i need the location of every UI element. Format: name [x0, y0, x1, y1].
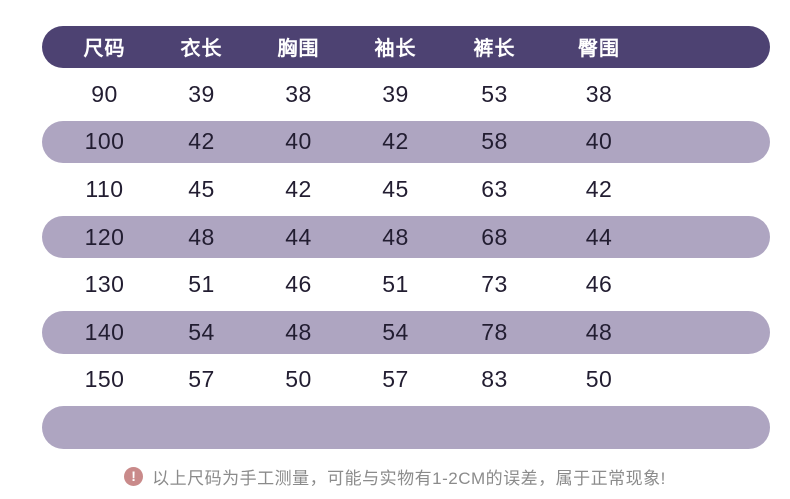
col-header-size: 尺码 — [83, 38, 126, 61]
col-header-chest: 胸围 — [277, 38, 320, 61]
cell-pants: 78 — [481, 318, 508, 345]
cell-sleeve: 51 — [382, 271, 409, 298]
cell-length: 45 — [188, 176, 215, 203]
cell-size: 150 — [84, 366, 125, 393]
cell-chest: 46 — [285, 271, 312, 298]
cell-size: 90 — [91, 80, 118, 107]
table-row-130: 130 51 46 51 73 46 — [42, 261, 770, 309]
cell-hip: 38 — [585, 80, 613, 107]
cell-size: 110 — [85, 176, 124, 203]
cell-pants: 83 — [481, 366, 508, 393]
table-header-pill: 尺码 衣长 胸围 袖长 裤长 臀围 — [42, 25, 770, 68]
exclamation-circle-icon: ! — [124, 467, 144, 487]
table-header-row: 尺码 衣长 胸围 袖长 裤长 臀围 — [42, 23, 770, 71]
cell-size: 120 — [84, 223, 125, 250]
cell-chest: 42 — [285, 176, 312, 203]
cell-size: 100 — [84, 128, 125, 155]
cell-length: 51 — [188, 271, 215, 298]
cell-hip: 44 — [585, 223, 613, 250]
cell-pants: 73 — [481, 271, 508, 298]
empty-band-pill — [42, 406, 770, 449]
cell-pants: 53 — [481, 80, 508, 107]
cell-pants: 68 — [481, 223, 508, 250]
cell-hip: 48 — [585, 318, 613, 345]
table-empty-band-row — [42, 404, 770, 452]
cell-sleeve: 54 — [382, 318, 409, 345]
cell-sleeve: 57 — [382, 366, 409, 393]
cell-chest: 44 — [285, 223, 312, 250]
cell-length: 54 — [188, 318, 215, 345]
measurement-disclaimer: ! 以上尺码为手工测量，可能与实物有1-2CM的误差，属于正常现象! — [0, 464, 790, 489]
col-header-length: 衣长 — [180, 38, 223, 61]
table-row-110: 110 45 42 45 63 42 — [42, 166, 770, 214]
cell-length: 57 — [188, 366, 215, 393]
cell-length: 48 — [188, 223, 215, 250]
table-row-150: 150 57 50 57 83 50 — [42, 356, 770, 404]
table-row-100: 100 42 40 42 58 40 — [42, 118, 770, 166]
cell-size: 130 — [84, 271, 125, 298]
cell-pants: 63 — [481, 176, 508, 203]
cell-sleeve: 42 — [382, 128, 409, 155]
table-row-140: 140 54 48 54 78 48 — [42, 309, 770, 357]
col-header-hip: 臀围 — [578, 38, 620, 61]
cell-length: 42 — [188, 128, 215, 155]
col-header-sleeve: 袖长 — [374, 38, 417, 61]
cell-chest: 50 — [285, 366, 312, 393]
cell-hip: 46 — [585, 271, 613, 298]
cell-sleeve: 39 — [382, 80, 409, 107]
cell-hip: 42 — [585, 176, 613, 203]
cell-chest: 48 — [285, 318, 312, 345]
table-row-120: 120 48 44 48 68 44 — [42, 213, 770, 261]
cell-hip: 50 — [585, 366, 613, 393]
disclaimer-text: 以上尺码为手工测量，可能与实物有1-2CM的误差，属于正常现象! — [152, 469, 666, 489]
cell-sleeve: 48 — [382, 223, 409, 250]
cell-hip: 40 — [585, 128, 613, 155]
cell-chest: 40 — [285, 128, 312, 155]
cell-pants: 58 — [481, 128, 508, 155]
cell-size: 140 — [84, 318, 125, 345]
cell-sleeve: 45 — [382, 176, 409, 203]
table-row-90: 90 39 38 39 53 38 — [42, 71, 770, 119]
col-header-pants: 裤长 — [473, 38, 516, 61]
cell-length: 39 — [188, 80, 215, 107]
cell-chest: 38 — [285, 80, 312, 107]
size-chart-table: 尺码 衣长 胸围 袖长 裤长 臀围 90 39 38 39 53 38 100 … — [42, 23, 770, 451]
